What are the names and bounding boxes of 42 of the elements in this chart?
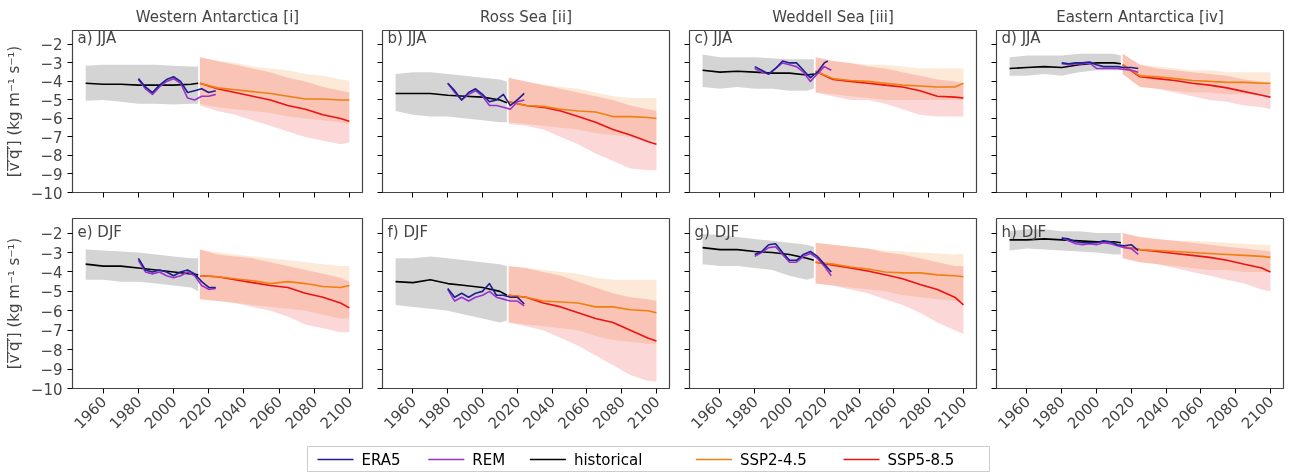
legend-label: REM [472,450,506,469]
y-tick-label: −2 [40,225,63,244]
legend-label: historical [573,450,643,469]
line-series [84,263,199,276]
line-series [137,75,217,94]
chart-title: Ross Sea [ii] [479,7,573,26]
annotation: b) JJA [387,28,428,47]
y-tick-label: −5 [40,91,63,110]
annotation: f) DJF [387,222,429,241]
chart-title: Western Antarctica [i] [135,7,300,26]
y-tick-label: −10 [30,184,63,203]
y-tick-label: −4 [40,263,63,282]
y-tick-label: −4 [40,73,63,92]
line-series [199,82,351,101]
legend-label: ERA5 [361,450,401,469]
annotation: h) DJF [1001,222,1047,241]
annotation: d) JJA [1001,28,1042,47]
y-axis-title: [v̅′̅q̅′̅] (kg m⁻¹ s⁻¹) [4,237,23,370]
y-tick-label: −7 [40,128,63,147]
y-axis-title: [v̅′̅q̅′̅] (kg m⁻¹ s⁻¹) [4,45,23,178]
line-series [137,77,217,101]
legend-label: SSP5-8.5 [887,450,955,469]
y-tick-label: −6 [40,110,63,129]
y-tick-label: −3 [40,54,63,73]
y-tick-label: −9 [40,165,63,184]
y-tick-label: −9 [40,361,63,380]
y-tick-label: −8 [40,147,63,166]
line-series [199,275,351,289]
y-tick-label: −8 [40,341,63,360]
y-tick-label: −3 [40,244,63,263]
annotation: c) JJA [694,28,733,47]
y-tick-label: −6 [40,302,63,321]
y-tick-label: −10 [30,380,63,399]
y-tick-label: −5 [40,283,63,302]
legend-label: SSP2-4.5 [739,450,807,469]
y-tick-label: −2 [40,36,63,55]
chart-title: Eastern Antarctica [iv] [1056,7,1224,26]
annotation: a) JJA [77,28,117,47]
y-tick-label: −7 [40,322,63,341]
annotation: g) DJF [694,222,740,241]
annotation: e) DJF [77,222,122,241]
chart-title: Weddell Sea [iii] [772,7,894,26]
